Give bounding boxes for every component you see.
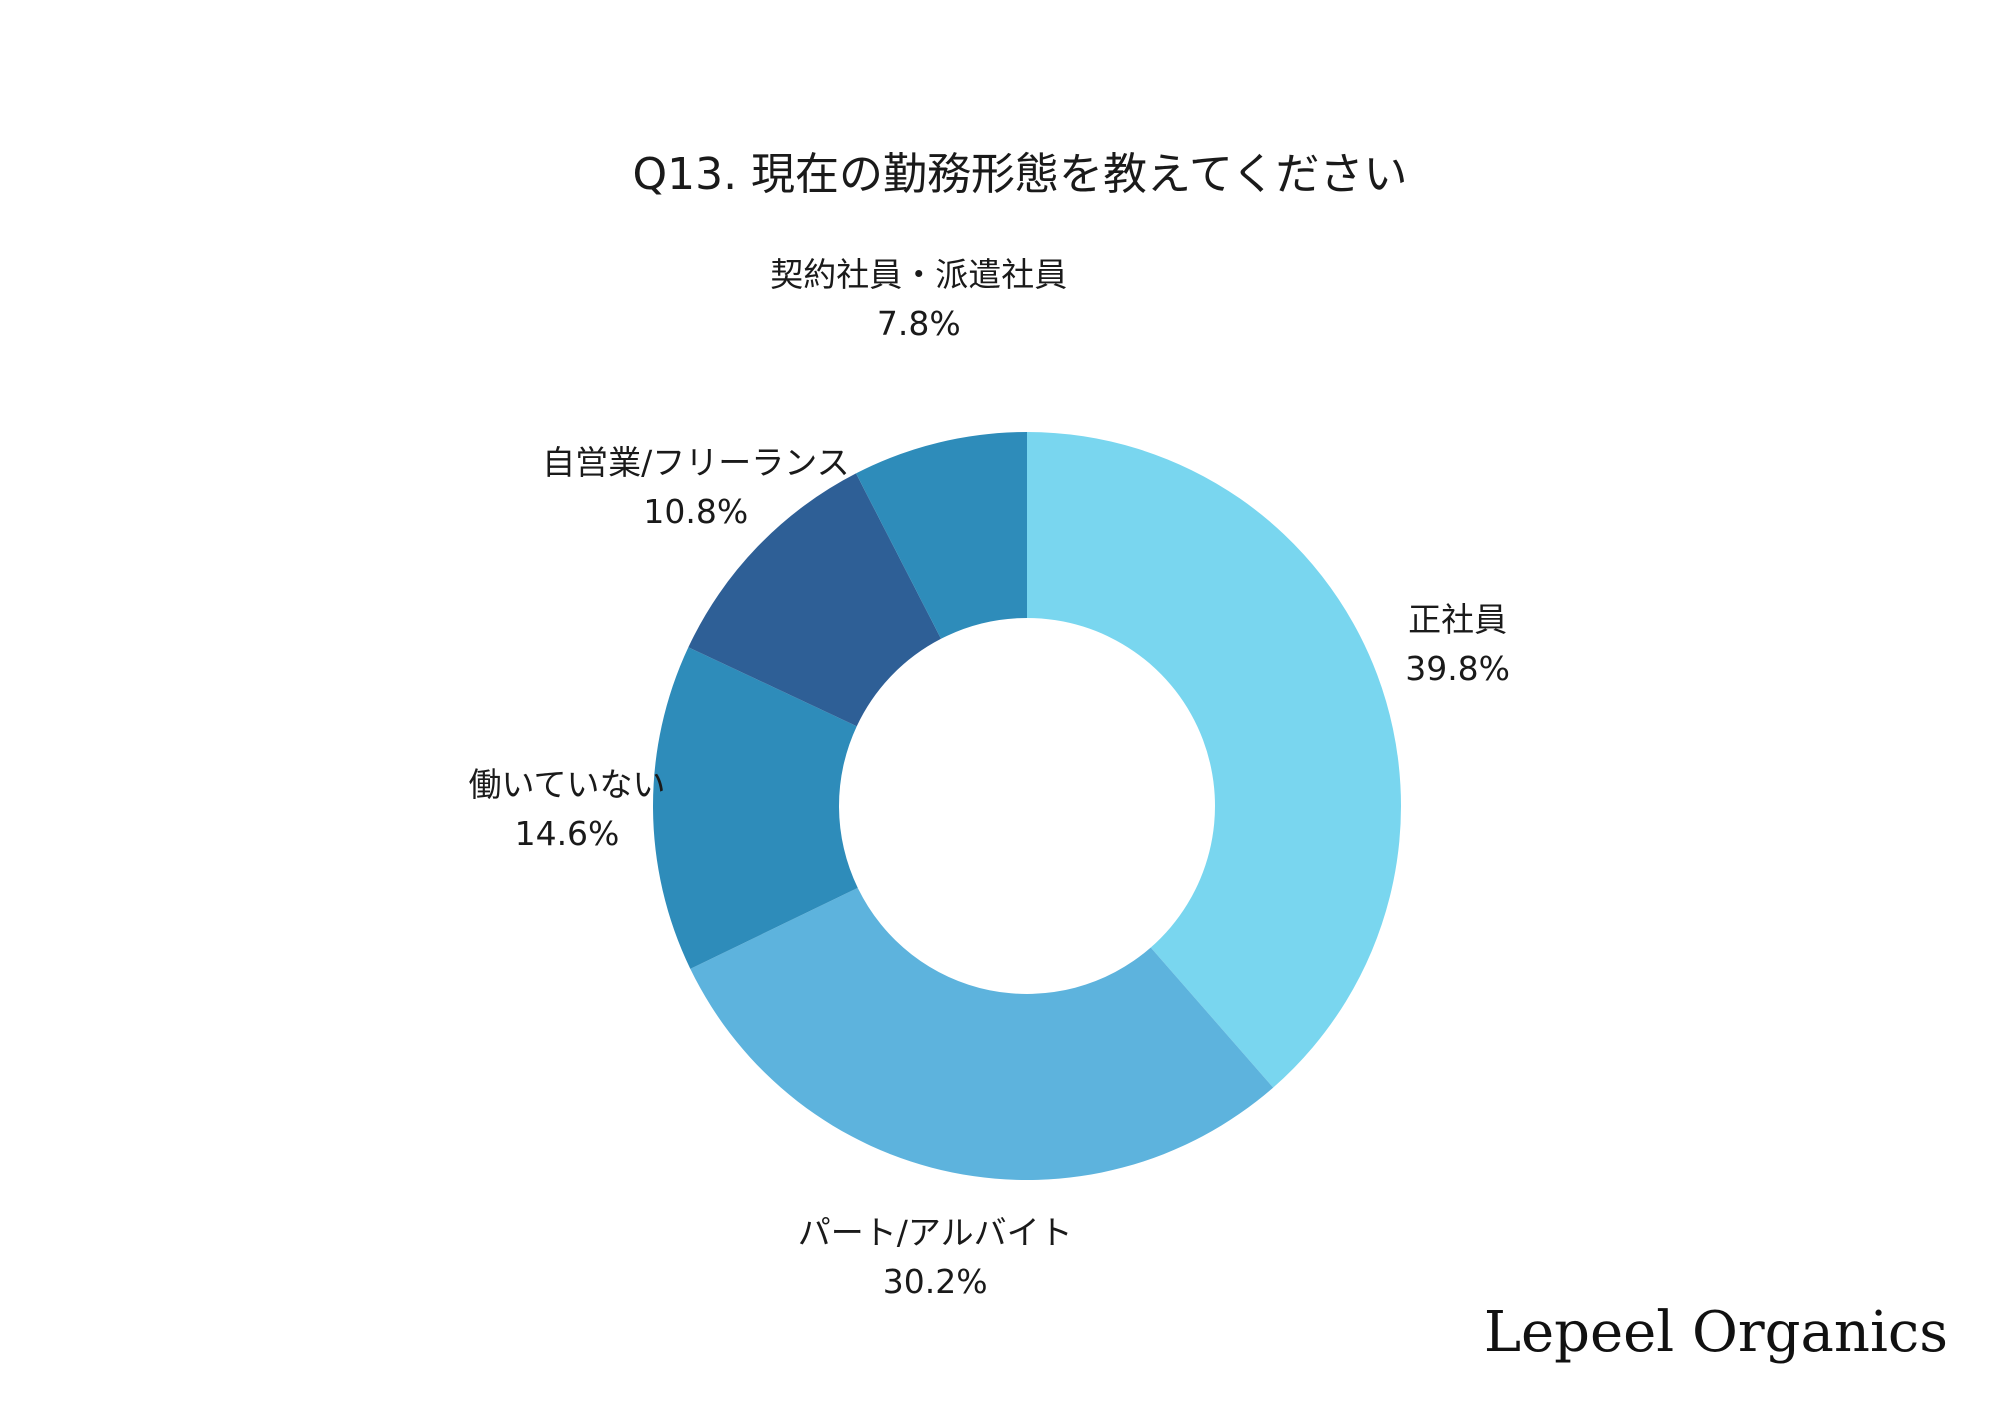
slice-value-label: 39.8% bbox=[1405, 649, 1511, 689]
slice-value-label: 14.6% bbox=[514, 813, 620, 853]
slice-category-label: 働いていない bbox=[468, 764, 666, 804]
slice-label-2: 働いていない 14.6% bbox=[387, 760, 747, 858]
donut-slice-0 bbox=[1027, 432, 1402, 1088]
slice-category-label: 自営業/フリーランス bbox=[542, 442, 850, 482]
donut-slice-3 bbox=[688, 473, 942, 727]
donut-slice-4 bbox=[855, 432, 1027, 639]
slice-label-3: 自営業/フリーランス 10.8% bbox=[516, 438, 876, 536]
brand-logo: Lepeel Organics bbox=[1483, 1300, 1948, 1365]
slice-category-label: 契約社員・派遣社員 bbox=[770, 254, 1068, 294]
slice-value-label: 30.2% bbox=[882, 1261, 988, 1301]
slice-label-0: 正社員 39.8% bbox=[1278, 595, 1638, 693]
chart-title: Q13. 現在の勤務形態を教えてください bbox=[632, 149, 1408, 200]
donut-slice-1 bbox=[690, 887, 1274, 1181]
slice-category-label: 正社員 bbox=[1408, 600, 1508, 640]
slice-value-label: 7.8% bbox=[876, 303, 961, 343]
slice-label-4: 契約社員・派遣社員 7.8% bbox=[739, 250, 1099, 348]
slice-value-label: 10.8% bbox=[643, 491, 749, 531]
slice-label-1: パート/アルバイト 30.2% bbox=[755, 1208, 1115, 1306]
donut-slice-2 bbox=[653, 647, 858, 969]
slice-category-label: パート/アルバイト bbox=[797, 1212, 1073, 1252]
